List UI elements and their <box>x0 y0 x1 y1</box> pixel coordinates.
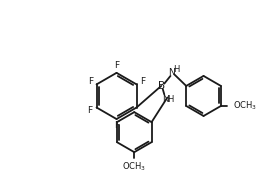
Text: F: F <box>114 61 119 70</box>
Text: B: B <box>158 81 165 91</box>
Text: OCH$_3$: OCH$_3$ <box>233 100 257 112</box>
Text: N: N <box>162 95 169 104</box>
Text: F: F <box>88 77 93 86</box>
Text: F: F <box>87 106 92 115</box>
Text: F: F <box>114 121 119 131</box>
Text: N: N <box>169 68 175 77</box>
Text: F: F <box>140 77 145 86</box>
Text: H: H <box>167 95 174 104</box>
Text: OCH$_3$: OCH$_3$ <box>122 161 146 173</box>
Text: H: H <box>173 65 179 74</box>
